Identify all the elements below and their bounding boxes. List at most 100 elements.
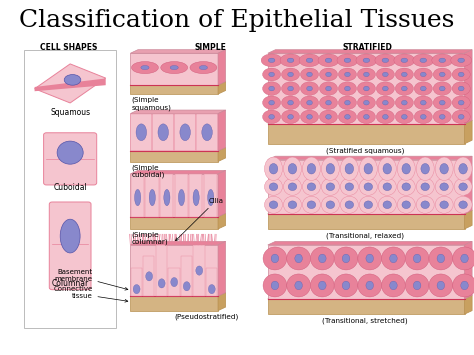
- Ellipse shape: [334, 274, 358, 297]
- Polygon shape: [130, 296, 218, 311]
- Polygon shape: [130, 174, 218, 217]
- Ellipse shape: [390, 281, 397, 290]
- Ellipse shape: [288, 201, 297, 209]
- Polygon shape: [268, 210, 472, 214]
- Ellipse shape: [318, 54, 339, 67]
- Ellipse shape: [416, 178, 434, 195]
- Ellipse shape: [397, 178, 415, 195]
- Text: Columnar: Columnar: [52, 279, 89, 288]
- Text: Squamous: Squamous: [50, 108, 90, 117]
- Ellipse shape: [337, 54, 358, 67]
- Ellipse shape: [439, 86, 445, 91]
- Ellipse shape: [357, 110, 375, 124]
- Ellipse shape: [364, 201, 373, 209]
- Ellipse shape: [439, 72, 445, 77]
- FancyBboxPatch shape: [174, 114, 196, 151]
- Text: (Simple
squamous): (Simple squamous): [132, 97, 172, 110]
- Ellipse shape: [440, 201, 448, 209]
- Bar: [181, 256, 192, 296]
- Ellipse shape: [288, 164, 297, 174]
- Ellipse shape: [135, 190, 141, 206]
- Bar: [146, 174, 159, 217]
- FancyBboxPatch shape: [196, 114, 218, 151]
- Ellipse shape: [271, 281, 279, 290]
- Ellipse shape: [190, 61, 217, 73]
- Ellipse shape: [390, 254, 397, 263]
- Ellipse shape: [261, 54, 282, 67]
- Ellipse shape: [338, 68, 356, 81]
- Ellipse shape: [395, 68, 413, 81]
- Ellipse shape: [421, 201, 429, 209]
- Ellipse shape: [287, 247, 310, 270]
- FancyBboxPatch shape: [44, 133, 97, 185]
- Ellipse shape: [180, 124, 191, 141]
- Ellipse shape: [364, 183, 373, 191]
- Bar: [193, 245, 205, 296]
- Ellipse shape: [334, 247, 358, 270]
- Ellipse shape: [364, 164, 373, 174]
- Polygon shape: [465, 295, 472, 314]
- Ellipse shape: [170, 65, 178, 70]
- Ellipse shape: [263, 110, 281, 124]
- Ellipse shape: [345, 114, 350, 119]
- Ellipse shape: [452, 68, 470, 81]
- Ellipse shape: [366, 281, 374, 290]
- Text: SIMPLE: SIMPLE: [195, 43, 227, 53]
- Ellipse shape: [401, 114, 407, 119]
- Ellipse shape: [461, 281, 468, 290]
- Ellipse shape: [376, 82, 394, 95]
- Ellipse shape: [435, 157, 453, 180]
- Ellipse shape: [458, 114, 464, 119]
- Ellipse shape: [433, 110, 451, 124]
- Polygon shape: [130, 245, 218, 296]
- Ellipse shape: [439, 114, 445, 119]
- Ellipse shape: [382, 274, 405, 297]
- Ellipse shape: [269, 86, 274, 91]
- Ellipse shape: [326, 114, 331, 119]
- Ellipse shape: [459, 183, 467, 191]
- Ellipse shape: [282, 96, 300, 109]
- Ellipse shape: [269, 201, 278, 209]
- Ellipse shape: [432, 54, 453, 67]
- Bar: [168, 268, 180, 296]
- Ellipse shape: [319, 82, 337, 95]
- Polygon shape: [130, 213, 226, 217]
- Ellipse shape: [209, 284, 215, 294]
- Text: (Stratified squamous): (Stratified squamous): [326, 147, 404, 154]
- Ellipse shape: [429, 274, 453, 297]
- Ellipse shape: [358, 274, 382, 297]
- FancyBboxPatch shape: [152, 114, 174, 151]
- Ellipse shape: [200, 65, 208, 70]
- Ellipse shape: [345, 100, 350, 105]
- Polygon shape: [218, 82, 226, 94]
- Bar: [174, 174, 188, 217]
- Polygon shape: [218, 170, 226, 217]
- Ellipse shape: [287, 274, 310, 297]
- Ellipse shape: [319, 110, 337, 124]
- Ellipse shape: [357, 82, 375, 95]
- Ellipse shape: [263, 68, 281, 81]
- Polygon shape: [218, 50, 226, 85]
- Polygon shape: [268, 160, 465, 214]
- Ellipse shape: [196, 266, 203, 275]
- Polygon shape: [465, 50, 472, 124]
- Text: (Transitional, stretched): (Transitional, stretched): [322, 318, 408, 324]
- Ellipse shape: [453, 247, 474, 270]
- Polygon shape: [268, 50, 472, 53]
- Ellipse shape: [345, 72, 350, 77]
- Ellipse shape: [359, 178, 377, 195]
- Ellipse shape: [319, 281, 326, 290]
- Text: STRATIFIED: STRATIFIED: [342, 43, 392, 53]
- Ellipse shape: [420, 114, 426, 119]
- Polygon shape: [130, 170, 226, 174]
- Ellipse shape: [356, 54, 377, 67]
- Ellipse shape: [283, 178, 301, 195]
- Ellipse shape: [435, 196, 453, 213]
- Polygon shape: [130, 53, 218, 85]
- Polygon shape: [130, 110, 226, 114]
- Ellipse shape: [458, 72, 464, 77]
- Ellipse shape: [363, 58, 370, 62]
- Ellipse shape: [178, 190, 184, 206]
- Ellipse shape: [378, 157, 396, 180]
- Ellipse shape: [344, 58, 351, 62]
